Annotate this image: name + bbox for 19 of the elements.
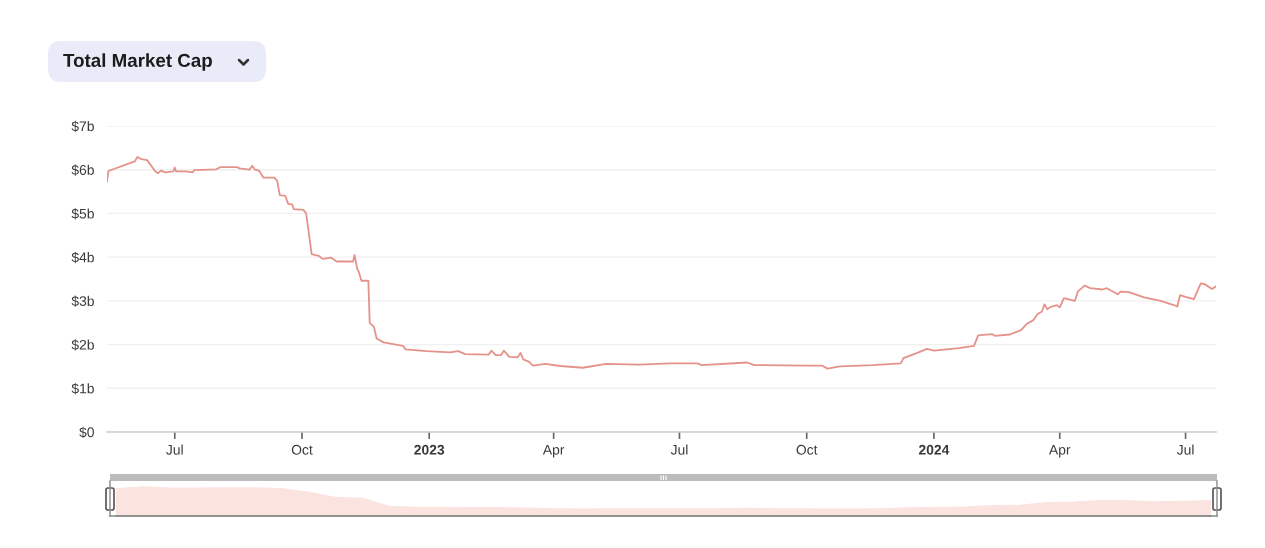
- y-tick-label: $1b: [71, 383, 94, 395]
- y-tick-label: $2b: [71, 339, 94, 351]
- x-tick-label: Jul: [670, 444, 688, 455]
- x-tick-label: Jul: [166, 444, 183, 455]
- y-tick-label: $5b: [71, 208, 94, 220]
- line-series: [107, 156, 1216, 370]
- y-tick-label: $4b: [71, 251, 94, 264]
- y-tick-label: $7b: [71, 120, 94, 132]
- x-tick-label: Apr: [1048, 445, 1071, 458]
- y-tick-label: $0: [79, 426, 94, 438]
- x-tick-label: Oct: [291, 444, 313, 455]
- x-tick-label: Oct: [796, 444, 818, 455]
- chart-title: Total Market Cap: [63, 53, 212, 71]
- x-tick-label: 2023: [414, 444, 445, 455]
- x-tick-label: Jul: [1176, 444, 1194, 455]
- y-tick-label: $6b: [71, 164, 94, 176]
- y-tick-label: $3b: [71, 295, 94, 307]
- x-tick-label: 2024: [918, 444, 950, 455]
- x-tick-label: Apr: [542, 445, 565, 458]
